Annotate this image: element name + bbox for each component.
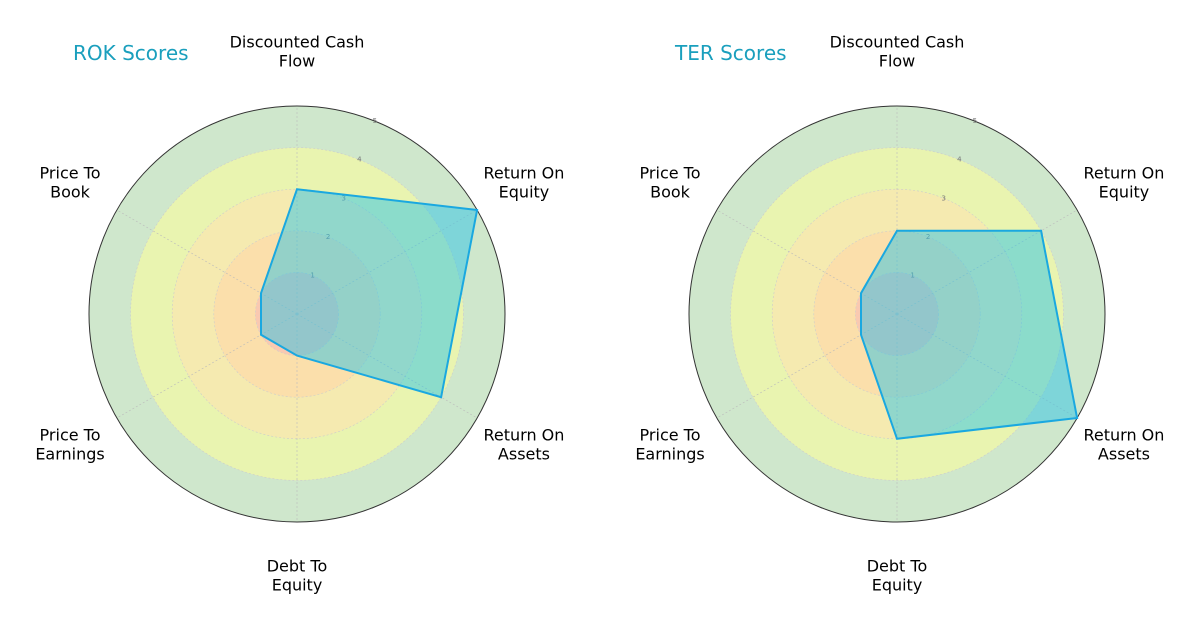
spoke-line bbox=[116, 209, 298, 315]
radial-tick-label: 3 bbox=[942, 194, 946, 202]
grid-ring bbox=[130, 147, 464, 481]
axis-label: Debt To Equity bbox=[267, 557, 328, 595]
axis-label: Debt To Equity bbox=[867, 557, 928, 595]
spoke-line bbox=[716, 313, 898, 419]
spoke-line bbox=[716, 209, 898, 315]
axis-label: Return On Assets bbox=[1084, 426, 1165, 464]
axis-label: Price To Earnings bbox=[635, 426, 704, 464]
axis-label: Return On Equity bbox=[484, 163, 565, 201]
axis-label: Discounted Cash Flow bbox=[830, 32, 965, 70]
axis-label: Discounted Cash Flow bbox=[230, 32, 365, 70]
chart-title: TER Scores bbox=[674, 41, 787, 65]
radial-tick-label: 4 bbox=[957, 156, 962, 164]
axis-label: Price To Book bbox=[40, 163, 101, 201]
outer-ring bbox=[88, 105, 506, 523]
outer-ring bbox=[688, 105, 1106, 523]
spoke-line bbox=[116, 313, 298, 419]
axis-label: Price To Earnings bbox=[35, 426, 104, 464]
axis-label: Price To Book bbox=[640, 163, 701, 201]
score-polygon bbox=[860, 229, 1079, 440]
axis-label: Return On Assets bbox=[484, 426, 565, 464]
radial-tick-label: 4 bbox=[357, 156, 362, 164]
radial-tick-label: 5 bbox=[973, 117, 977, 125]
radial-tick-label: 5 bbox=[373, 117, 377, 125]
axis-label: Return On Equity bbox=[1084, 163, 1165, 201]
grid-ring bbox=[730, 147, 1064, 481]
chart-title: ROK Scores bbox=[73, 41, 189, 65]
